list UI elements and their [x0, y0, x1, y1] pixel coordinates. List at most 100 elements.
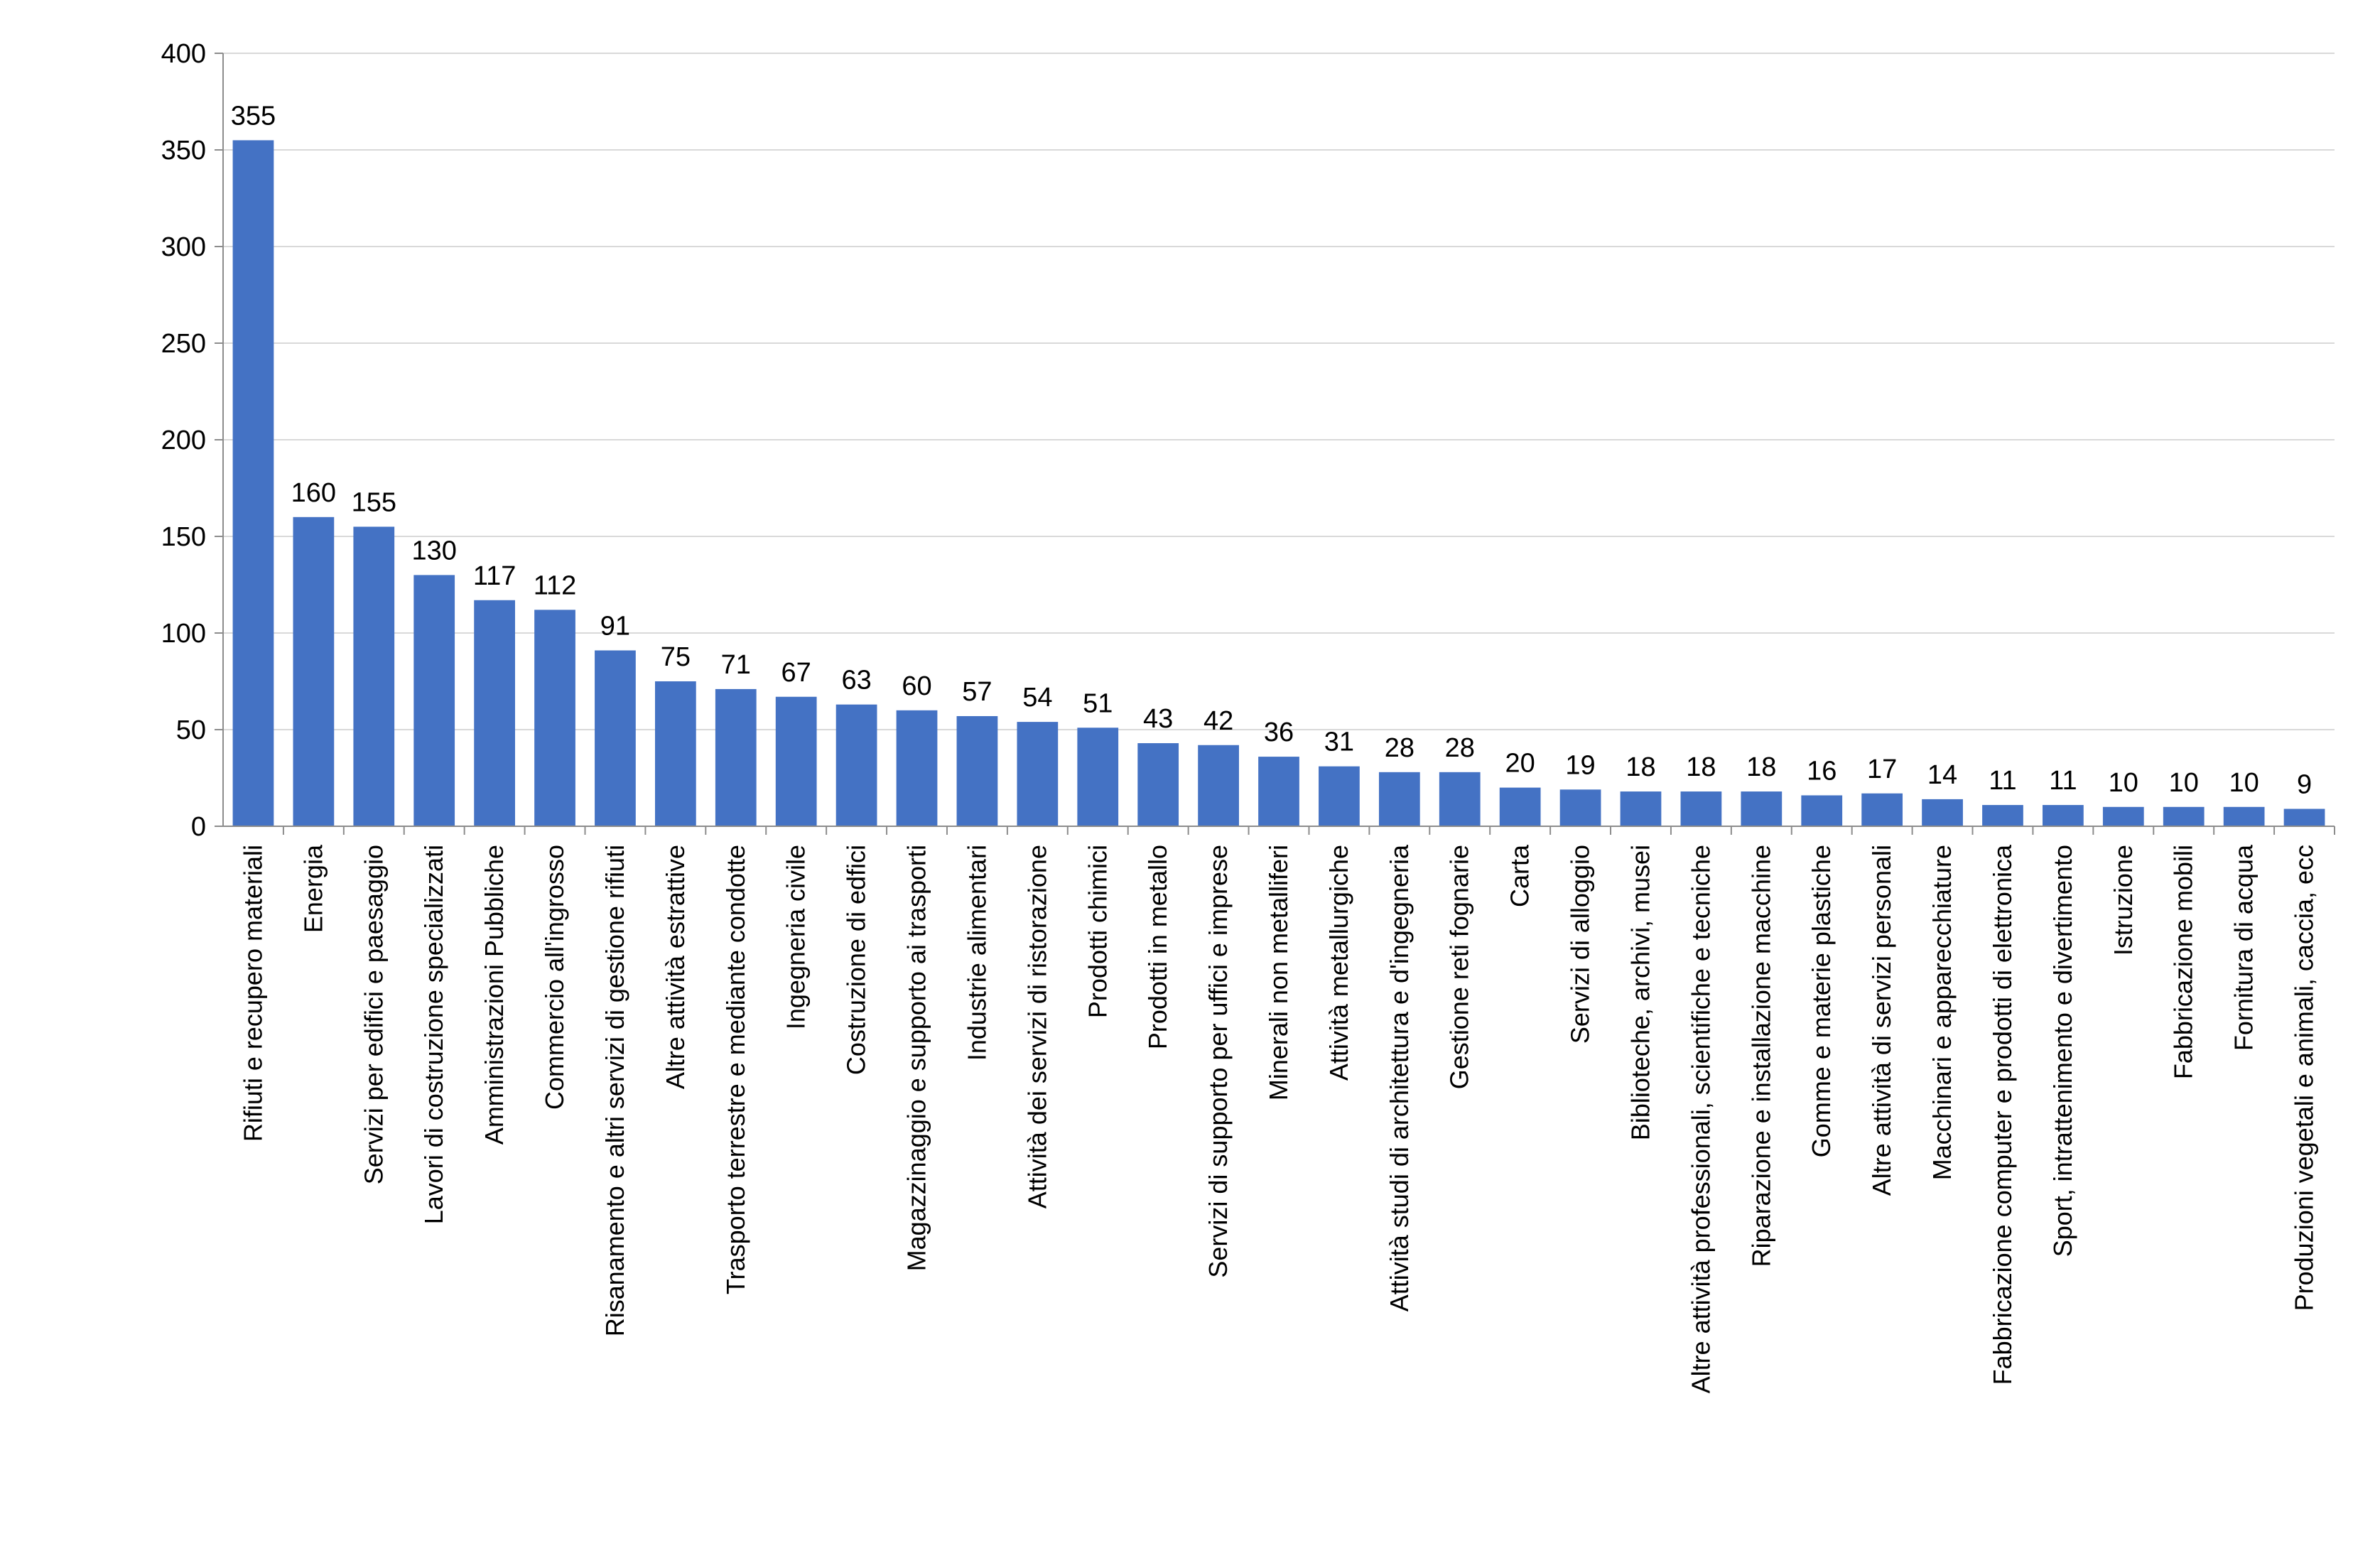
data-label-2: 155	[352, 487, 396, 517]
category-label-14: Prodotti chimici	[1083, 845, 1112, 1018]
bar-11	[896, 710, 938, 826]
data-label-21: 20	[1505, 749, 1535, 779]
bar-19	[1378, 772, 1420, 826]
x-axis: Rifiuti e recupero materiali Energia Servi…	[223, 826, 2335, 1393]
category-label-3: Lavori di costruzione specializzati	[419, 845, 448, 1224]
bar-5	[534, 610, 575, 826]
bar-8	[715, 688, 757, 826]
bar-34	[2283, 808, 2325, 826]
category-label-13: Attività dei servizi di ristorazione	[1022, 845, 1051, 1208]
category-label-8: Trasporto terrestre e mediante condotte	[721, 845, 750, 1294]
category-label-4: Amministrazioni Pubbliche	[480, 845, 509, 1145]
data-label-22: 19	[1565, 750, 1595, 780]
bar-3	[413, 575, 455, 826]
bar-23	[1620, 791, 1662, 826]
bar-30	[2043, 805, 2084, 826]
data-label-27: 17	[1867, 755, 1897, 784]
category-label-19: Attività studi di architettura e d'ingeg…	[1385, 844, 1414, 1311]
bar-25	[1741, 791, 1783, 826]
data-label-25: 18	[1746, 752, 1776, 782]
category-label-22: Servizi di alloggio	[1566, 845, 1595, 1044]
y-tick-label-8: 400	[161, 39, 206, 69]
bar-15	[1137, 743, 1179, 826]
category-label-17: Minerali non metalliferi	[1264, 845, 1293, 1100]
category-label-34: Produzioni vegetali e animali, caccia, e…	[2290, 845, 2319, 1311]
category-label-33: Fornitura di acqua	[2229, 844, 2259, 1051]
data-label-11: 60	[902, 671, 931, 701]
data-label-23: 18	[1626, 752, 1655, 782]
bar-22	[1559, 789, 1601, 826]
bar-20	[1439, 772, 1481, 826]
data-label-0: 355	[231, 101, 276, 131]
bar-13	[1017, 722, 1059, 826]
data-label-29: 11	[1989, 766, 2016, 796]
data-label-13: 54	[1022, 683, 1052, 713]
category-label-29: Fabbricazione computer e prodotti di ele…	[1988, 844, 2017, 1385]
bar-16	[1198, 745, 1239, 826]
bar-17	[1258, 757, 1299, 826]
y-tick-label-3: 150	[161, 522, 206, 552]
data-label-32: 10	[2169, 768, 2199, 798]
bar-12	[956, 715, 998, 826]
category-label-32: Fabbricazione mobili	[2169, 845, 2198, 1079]
data-label-15: 43	[1143, 704, 1173, 734]
bar-31	[2102, 806, 2144, 826]
y-tick-label-7: 350	[161, 136, 206, 166]
y-tick-label-4: 200	[161, 426, 206, 455]
data-label-3: 130	[411, 536, 456, 566]
data-label-31: 10	[2109, 768, 2138, 798]
data-label-28: 14	[1927, 760, 1957, 790]
data-label-18: 31	[1324, 728, 1354, 757]
bar-18	[1319, 766, 1360, 826]
category-label-7: Altre attività estrattive	[661, 845, 690, 1089]
category-label-18: Attività metallurgiche	[1324, 845, 1353, 1081]
data-label-7: 75	[661, 642, 691, 672]
data-label-17: 36	[1264, 718, 1294, 747]
bar-9	[775, 696, 817, 826]
data-label-14: 51	[1083, 688, 1113, 718]
data-label-4: 117	[473, 561, 516, 591]
data-label-12: 57	[962, 677, 992, 707]
data-label-19: 28	[1385, 733, 1415, 763]
category-label-9: Ingegneria civile	[781, 845, 811, 1029]
y-tick-label-6: 300	[161, 232, 206, 262]
data-labels: 355 160 155 130 117 112 91 75 71 67 63 60 57 54 51 43 42…	[231, 101, 2312, 799]
category-label-25: Riparazione e installazione macchine	[1746, 845, 1775, 1267]
category-label-23: Biblioteche, archivi, musei	[1626, 845, 1655, 1140]
category-label-5: Commercio all'ingrosso	[540, 845, 569, 1110]
data-label-20: 28	[1445, 733, 1475, 763]
data-label-16: 42	[1203, 706, 1233, 736]
y-axis: 0 50 100 150 200 250 300 350 400	[161, 39, 224, 842]
bars	[232, 140, 2325, 826]
category-label-12: Industrie alimentari	[962, 845, 991, 1061]
y-tick-label-1: 50	[176, 715, 206, 745]
bar-33	[2223, 806, 2265, 826]
bar-21	[1499, 787, 1541, 826]
category-label-24: Altre attività professionali, scientific…	[1686, 845, 1715, 1393]
category-label-11: Magazzinaggio e supporto ai trasporti	[902, 845, 931, 1271]
bar-2	[353, 526, 395, 826]
data-label-24: 18	[1686, 752, 1716, 782]
bar-1	[293, 517, 335, 826]
category-label-10: Costruzione di edfici	[842, 845, 871, 1075]
bar-29	[1982, 805, 2023, 826]
category-label-21: Carta	[1505, 844, 1535, 907]
category-label-30: Sport, intrattenimento e divertimento	[2048, 845, 2077, 1257]
category-label-26: Gomme e materie plastiche	[1807, 845, 1836, 1157]
category-label-6: Risanamento e altri servizi di gestione …	[600, 845, 629, 1336]
data-label-8: 71	[721, 650, 751, 680]
bar-27	[1861, 793, 1903, 826]
bar-26	[1801, 795, 1843, 826]
category-label-15: Prodotti in metallo	[1143, 845, 1172, 1049]
category-label-28: Macchinari e apparecchiature	[1927, 845, 1957, 1180]
data-label-33: 10	[2229, 768, 2259, 798]
data-label-1: 160	[291, 478, 336, 508]
data-label-10: 63	[841, 666, 871, 696]
bar-28	[1922, 799, 1963, 826]
bar-24	[1680, 791, 1722, 826]
bar-10	[835, 704, 877, 826]
data-label-9: 67	[781, 658, 811, 688]
bar-14	[1077, 728, 1119, 826]
data-label-26: 16	[1807, 756, 1837, 786]
